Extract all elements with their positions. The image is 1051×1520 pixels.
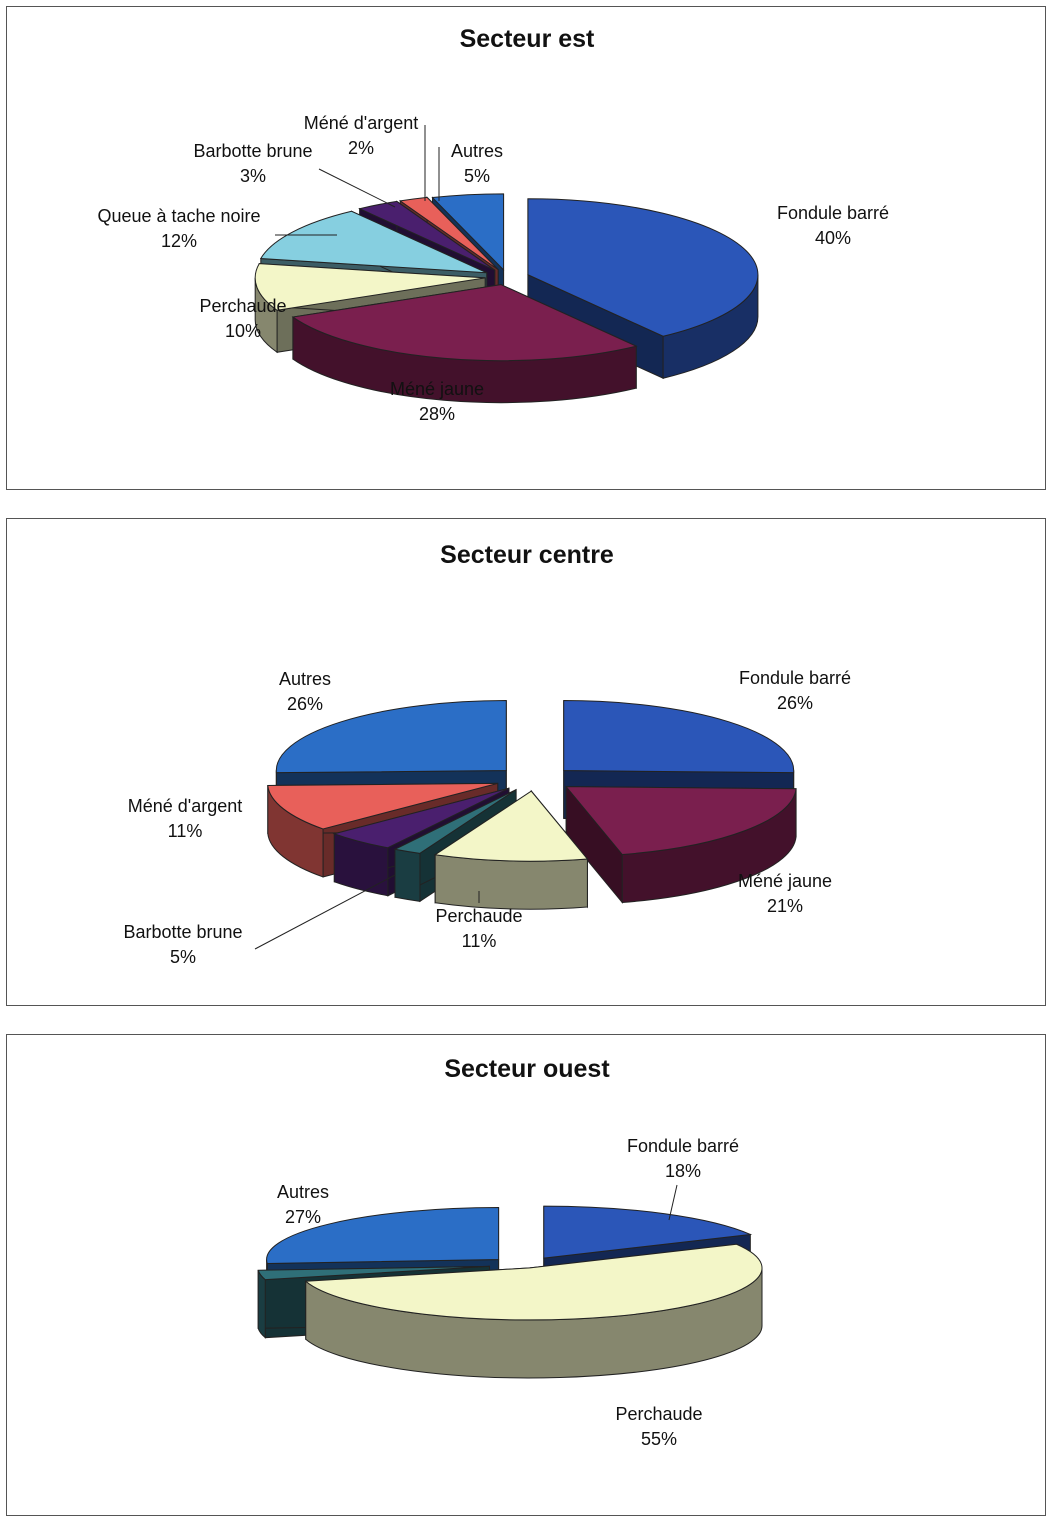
pie-centre-slice-perchaude xyxy=(433,790,589,862)
pie-est-slice-queue-a-tache-noire xyxy=(259,210,487,274)
pie-est-slice-perchaude xyxy=(254,263,486,311)
slice-label-ouest-fondule-barre: Fondule barré xyxy=(627,1136,739,1156)
slice-label-est-perchaude: Perchaude xyxy=(199,296,286,316)
pie-centre-slice-mene-d-argent xyxy=(267,782,498,830)
pie-ouest-unlabeled-2-rim xyxy=(257,1270,266,1339)
pie-ouest-slice-autres xyxy=(266,1207,500,1264)
slice-value-ouest-fondule-barre: 18% xyxy=(665,1161,701,1181)
pie-centre-slice-barbotte-brune xyxy=(332,787,510,849)
slice-value-est-mene-d-argent: 2% xyxy=(348,138,374,158)
chart-title-ouest: Secteur ouest xyxy=(444,1055,610,1083)
slice-value-centre-autres: 26% xyxy=(287,694,323,714)
pie-est-slice-mene-d-argent xyxy=(398,196,499,271)
leader-line-ouest-fondule-barre xyxy=(668,1184,678,1221)
pie-centre-slice-autres xyxy=(275,700,507,774)
slice-label-centre-fondule-barre: Fondule barré xyxy=(739,668,851,688)
chart-title-est: Secteur est xyxy=(460,25,595,53)
pie-centre-slice-unlabeled-3 xyxy=(393,789,517,854)
slice-value-centre-mene-d-argent: 11% xyxy=(168,821,203,841)
pie-chart-centre: Secteur centre Fondule barré 26% Méné jaune… xyxy=(123,541,851,967)
slice-value-centre-barbotte-brune: 5% xyxy=(170,947,196,967)
slice-value-est-perchaude: 10% xyxy=(225,321,261,341)
pie-est-slice-fondule-barre xyxy=(527,198,759,337)
pie-centre-perchaude-rim xyxy=(434,854,588,910)
slice-value-ouest-perchaude: 55% xyxy=(641,1429,677,1449)
slice-label-est-queue-a-tache-noire: Queue à tache noire xyxy=(97,206,260,226)
pie-ouest-slice-fondule-barre xyxy=(543,1205,753,1259)
slice-label-est-barbotte-brune: Barbotte brune xyxy=(193,141,312,161)
chart-panel-est: Secteur est Fondule barré 40% Méné jaune 28%… xyxy=(6,6,1046,490)
slice-value-est-autres: 5% xyxy=(464,166,490,186)
slice-label-est-autres: Autres xyxy=(451,141,503,161)
slice-label-est-fondule-barre: Fondule barré xyxy=(777,203,889,223)
slice-value-est-queue-a-tache-noire: 12% xyxy=(161,231,197,251)
slice-label-est-mene-jaune: Méné jaune xyxy=(390,379,484,399)
pie-chart-ouest: Secteur ouest Fondule barré 18% Perchaude 55… xyxy=(257,1055,763,1449)
chart-panel-ouest: Secteur ouest Fondule barré 18% Perchaude 55… xyxy=(6,1034,1046,1516)
slice-label-centre-mene-d-argent: Méné d'argent xyxy=(128,796,243,816)
pie-centre-slice-mene-jaune xyxy=(565,786,797,856)
slice-value-ouest-autres: 27% xyxy=(285,1207,321,1227)
pie-chart-est: Secteur est Fondule barré 40% Méné jaune 28%… xyxy=(97,25,889,424)
pie-est-slice-barbotte-brune xyxy=(358,200,496,271)
leader-line-centre-barbotte-brune xyxy=(254,874,396,950)
slice-label-ouest-autres: Autres xyxy=(277,1182,329,1202)
pie-ouest-slice-perchaude xyxy=(304,1243,763,1321)
slice-label-ouest-perchaude: Perchaude xyxy=(615,1404,702,1424)
slice-value-est-barbotte-brune: 3% xyxy=(240,166,266,186)
slice-value-centre-perchaude: 11% xyxy=(462,931,497,951)
slice-label-centre-mene-jaune: Méné jaune xyxy=(738,871,832,891)
pie-est-slice-mene-jaune xyxy=(291,284,638,362)
leader-line-est-barbotte-brune xyxy=(318,168,396,208)
slice-label-centre-autres: Autres xyxy=(279,669,331,689)
chart-panel-centre: Secteur centre Fondule barré 26% Méné jaune… xyxy=(6,518,1046,1006)
slice-value-est-mene-jaune: 28% xyxy=(419,404,455,424)
pie-est-slice-autres xyxy=(431,193,505,272)
slice-label-centre-barbotte-brune: Barbotte brune xyxy=(123,922,242,942)
slice-label-est-mene-d-argent: Méné d'argent xyxy=(304,113,419,133)
slice-value-centre-mene-jaune: 21% xyxy=(767,896,803,916)
slice-value-centre-fondule-barre: 26% xyxy=(777,693,813,713)
chart-title-centre: Secteur centre xyxy=(440,541,614,569)
pie-centre-unlabeled-3-rim xyxy=(394,848,421,902)
pie-ouest-slice-unlabeled-2 xyxy=(257,1265,490,1281)
pie-centre-slice-fondule-barre xyxy=(563,700,795,774)
slice-value-est-fondule-barre: 40% xyxy=(815,228,851,248)
slice-label-centre-perchaude: Perchaude xyxy=(435,906,522,926)
